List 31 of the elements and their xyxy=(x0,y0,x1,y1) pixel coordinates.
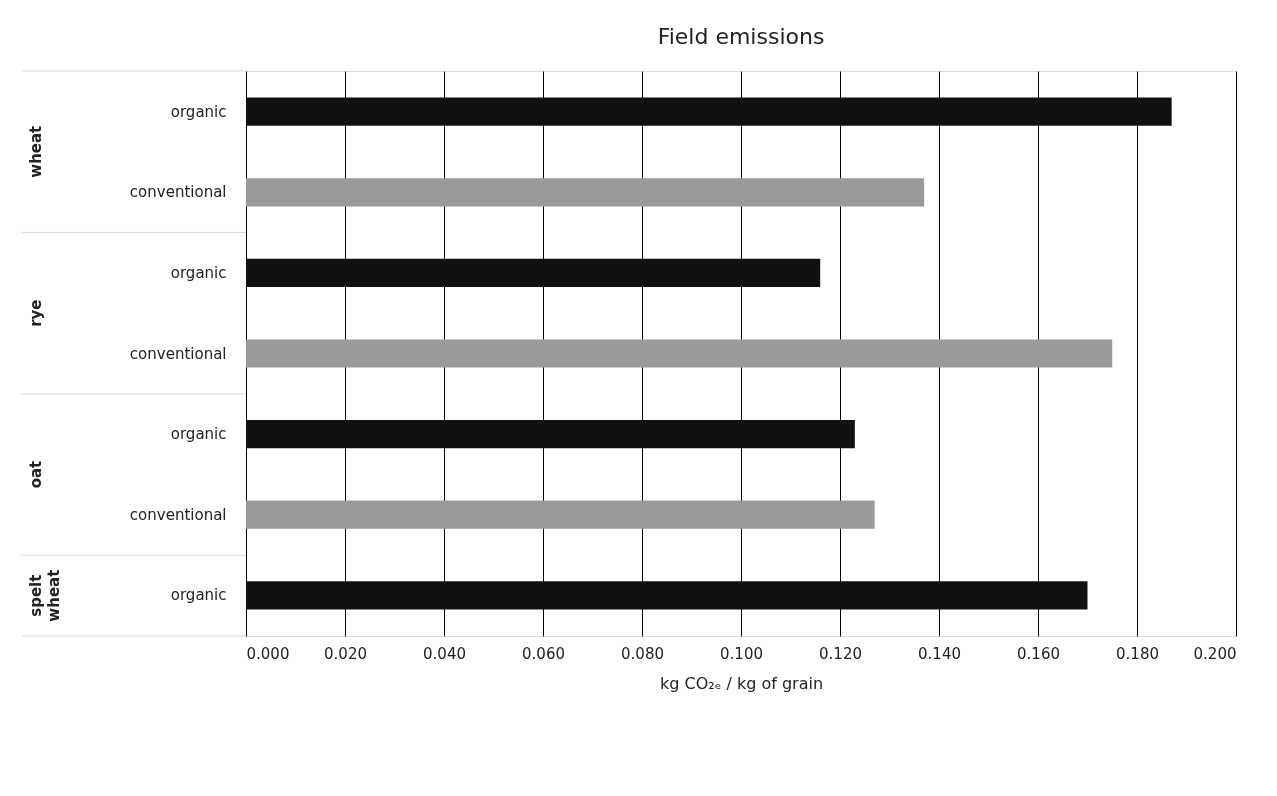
y-tick-label: conventional xyxy=(129,344,227,363)
bar xyxy=(246,97,1172,126)
y-tick-label: organic xyxy=(170,425,227,444)
y-tick-label: conventional xyxy=(129,505,227,524)
x-tick-label: 0.200 xyxy=(1193,644,1237,663)
text: rye xyxy=(27,299,45,327)
x-tick-label: 0.040 xyxy=(423,644,466,663)
y-tick-label: organic xyxy=(170,586,227,605)
bar xyxy=(246,581,1088,610)
y-tick-label: organic xyxy=(170,263,227,282)
x-tick-label: 0.120 xyxy=(819,644,862,663)
x-tick-label: 0.060 xyxy=(522,644,565,663)
x-tick-label: 0.140 xyxy=(918,644,961,663)
bar xyxy=(246,178,925,207)
x-tick-label: 0.180 xyxy=(1116,644,1159,663)
text: spelt wheat xyxy=(27,569,63,622)
x-tick-label: 0.160 xyxy=(1017,644,1060,663)
x-tick-label: 0.100 xyxy=(720,644,763,663)
bar xyxy=(246,258,821,288)
bar xyxy=(246,500,875,529)
x-tick-label: 0.020 xyxy=(324,644,367,663)
bar xyxy=(246,419,855,449)
x-axis-title: kg CO₂ₑ / kg of grain xyxy=(659,673,824,693)
text: wheat xyxy=(27,125,45,178)
x-tick-label: 0.000 xyxy=(246,644,290,663)
bar xyxy=(246,339,1113,368)
x-tick-label: 0.080 xyxy=(621,644,664,663)
y-tick-label: conventional xyxy=(129,183,227,202)
y-tick-label: organic xyxy=(170,102,227,121)
text: oat xyxy=(27,460,45,489)
chart-title: Field emissions xyxy=(657,23,825,49)
